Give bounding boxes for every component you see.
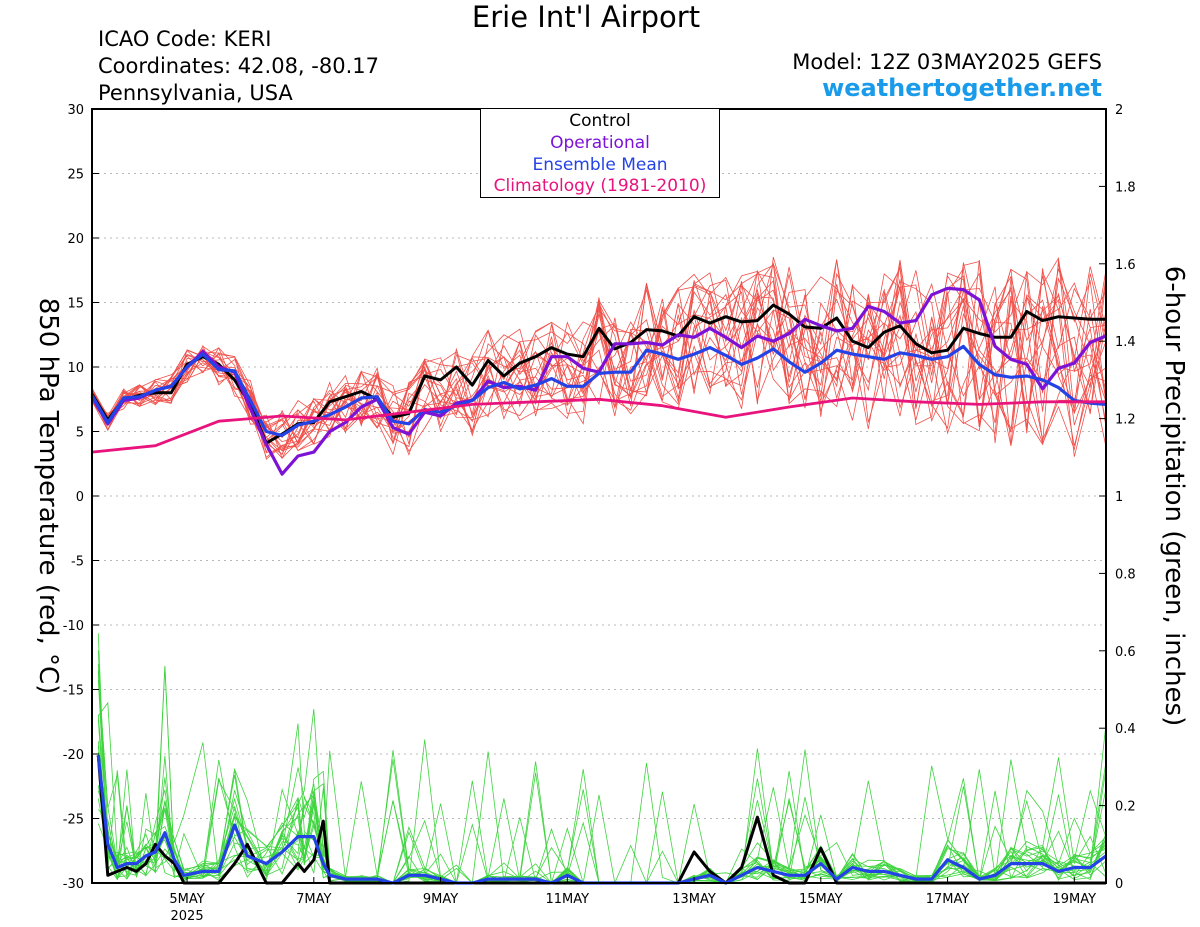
y-tick-label: 15 — [67, 297, 84, 312]
y2-tick-label: 0.6 — [1115, 645, 1136, 660]
site-name: weathertogether.net — [822, 74, 1102, 102]
y2-tick-label: 0 — [1115, 877, 1123, 892]
x-tick-label: 11MAY — [546, 892, 590, 907]
axes: 302520151050-5-10-15-20-25-3021.81.61.41… — [63, 103, 1136, 924]
y-tick-label: 10 — [67, 361, 84, 376]
temp-member-line — [91, 267, 1107, 456]
icao-code: ICAO Code: KERI — [98, 27, 272, 51]
series-line-ensemble-mean-precip — [96, 755, 1107, 885]
temp-member-line — [91, 263, 1107, 458]
y2-tick-label: 1.4 — [1115, 335, 1136, 350]
main-series — [90, 286, 1107, 885]
y-tick-label: 25 — [67, 168, 84, 183]
y-tick-label: 20 — [67, 232, 84, 247]
series-line-climatology-1981-2010--temp — [91, 396, 1106, 454]
region: Pennsylvania, USA — [98, 81, 293, 105]
temp-member-line — [91, 262, 1107, 457]
temp-member-line — [91, 267, 1107, 456]
y2-tick-label: 1.2 — [1115, 413, 1136, 428]
temp-member-line — [91, 266, 1107, 456]
legend-climatology: Climatology (1981-2010) — [493, 176, 707, 196]
legend: Control Operational Ensemble Mean Climat… — [480, 108, 720, 198]
x-tick-label: 19MAY — [1053, 892, 1097, 907]
series-line-ensemble-mean-temp — [90, 344, 1107, 437]
x-tick-label: 13MAY — [672, 892, 716, 907]
x-tick-label: 7MAY — [296, 892, 331, 907]
x-tick-label: 5MAY — [169, 892, 204, 907]
y-tick-label: -10 — [63, 619, 84, 634]
y2-tick-label: 2 — [1115, 103, 1123, 118]
y-tick-label: -15 — [63, 684, 84, 699]
x-tick-label: 17MAY — [926, 892, 970, 907]
temp-member-line — [91, 268, 1107, 452]
temp-member-line — [91, 266, 1107, 452]
y2-tick-label: 0.8 — [1115, 567, 1136, 582]
plot-frame — [91, 108, 1107, 884]
y-axis-label: 850 hPa Temperature (red, °C) — [33, 298, 63, 695]
y-tick-label: -25 — [63, 813, 84, 828]
y-tick-label: 0 — [76, 490, 84, 505]
y-tick-label: -5 — [71, 555, 84, 570]
y-tick-label: 5 — [76, 426, 84, 441]
y2-axis-label: 6-hour Precipitation (green, inches) — [1159, 266, 1189, 726]
y-tick-label: 30 — [67, 103, 84, 118]
y2-tick-label: 0.2 — [1115, 800, 1136, 815]
grid — [92, 173, 1106, 819]
y2-tick-label: 1.8 — [1115, 180, 1136, 195]
model-run: Model: 12Z 03MAY2025 GEFS — [792, 50, 1102, 74]
y-tick-label: -20 — [63, 748, 84, 763]
x-tick-label: 9MAY — [423, 892, 458, 907]
y-tick-label: -30 — [63, 877, 84, 892]
x-tick-year: 2025 — [171, 909, 204, 924]
y2-tick-label: 0.4 — [1115, 722, 1136, 737]
y2-tick-label: 1.6 — [1115, 258, 1136, 273]
legend-ensemble-mean: Ensemble Mean — [532, 155, 668, 175]
x-tick-label: 15MAY — [799, 892, 843, 907]
legend-operational: Operational — [550, 133, 650, 153]
chart-title: Erie Int'l Airport — [471, 0, 701, 34]
temp-member-line — [91, 266, 1107, 460]
legend-control: Control — [569, 111, 631, 131]
y2-tick-label: 1 — [1115, 490, 1123, 505]
coordinates: Coordinates: 42.08, -80.17 — [98, 54, 379, 78]
